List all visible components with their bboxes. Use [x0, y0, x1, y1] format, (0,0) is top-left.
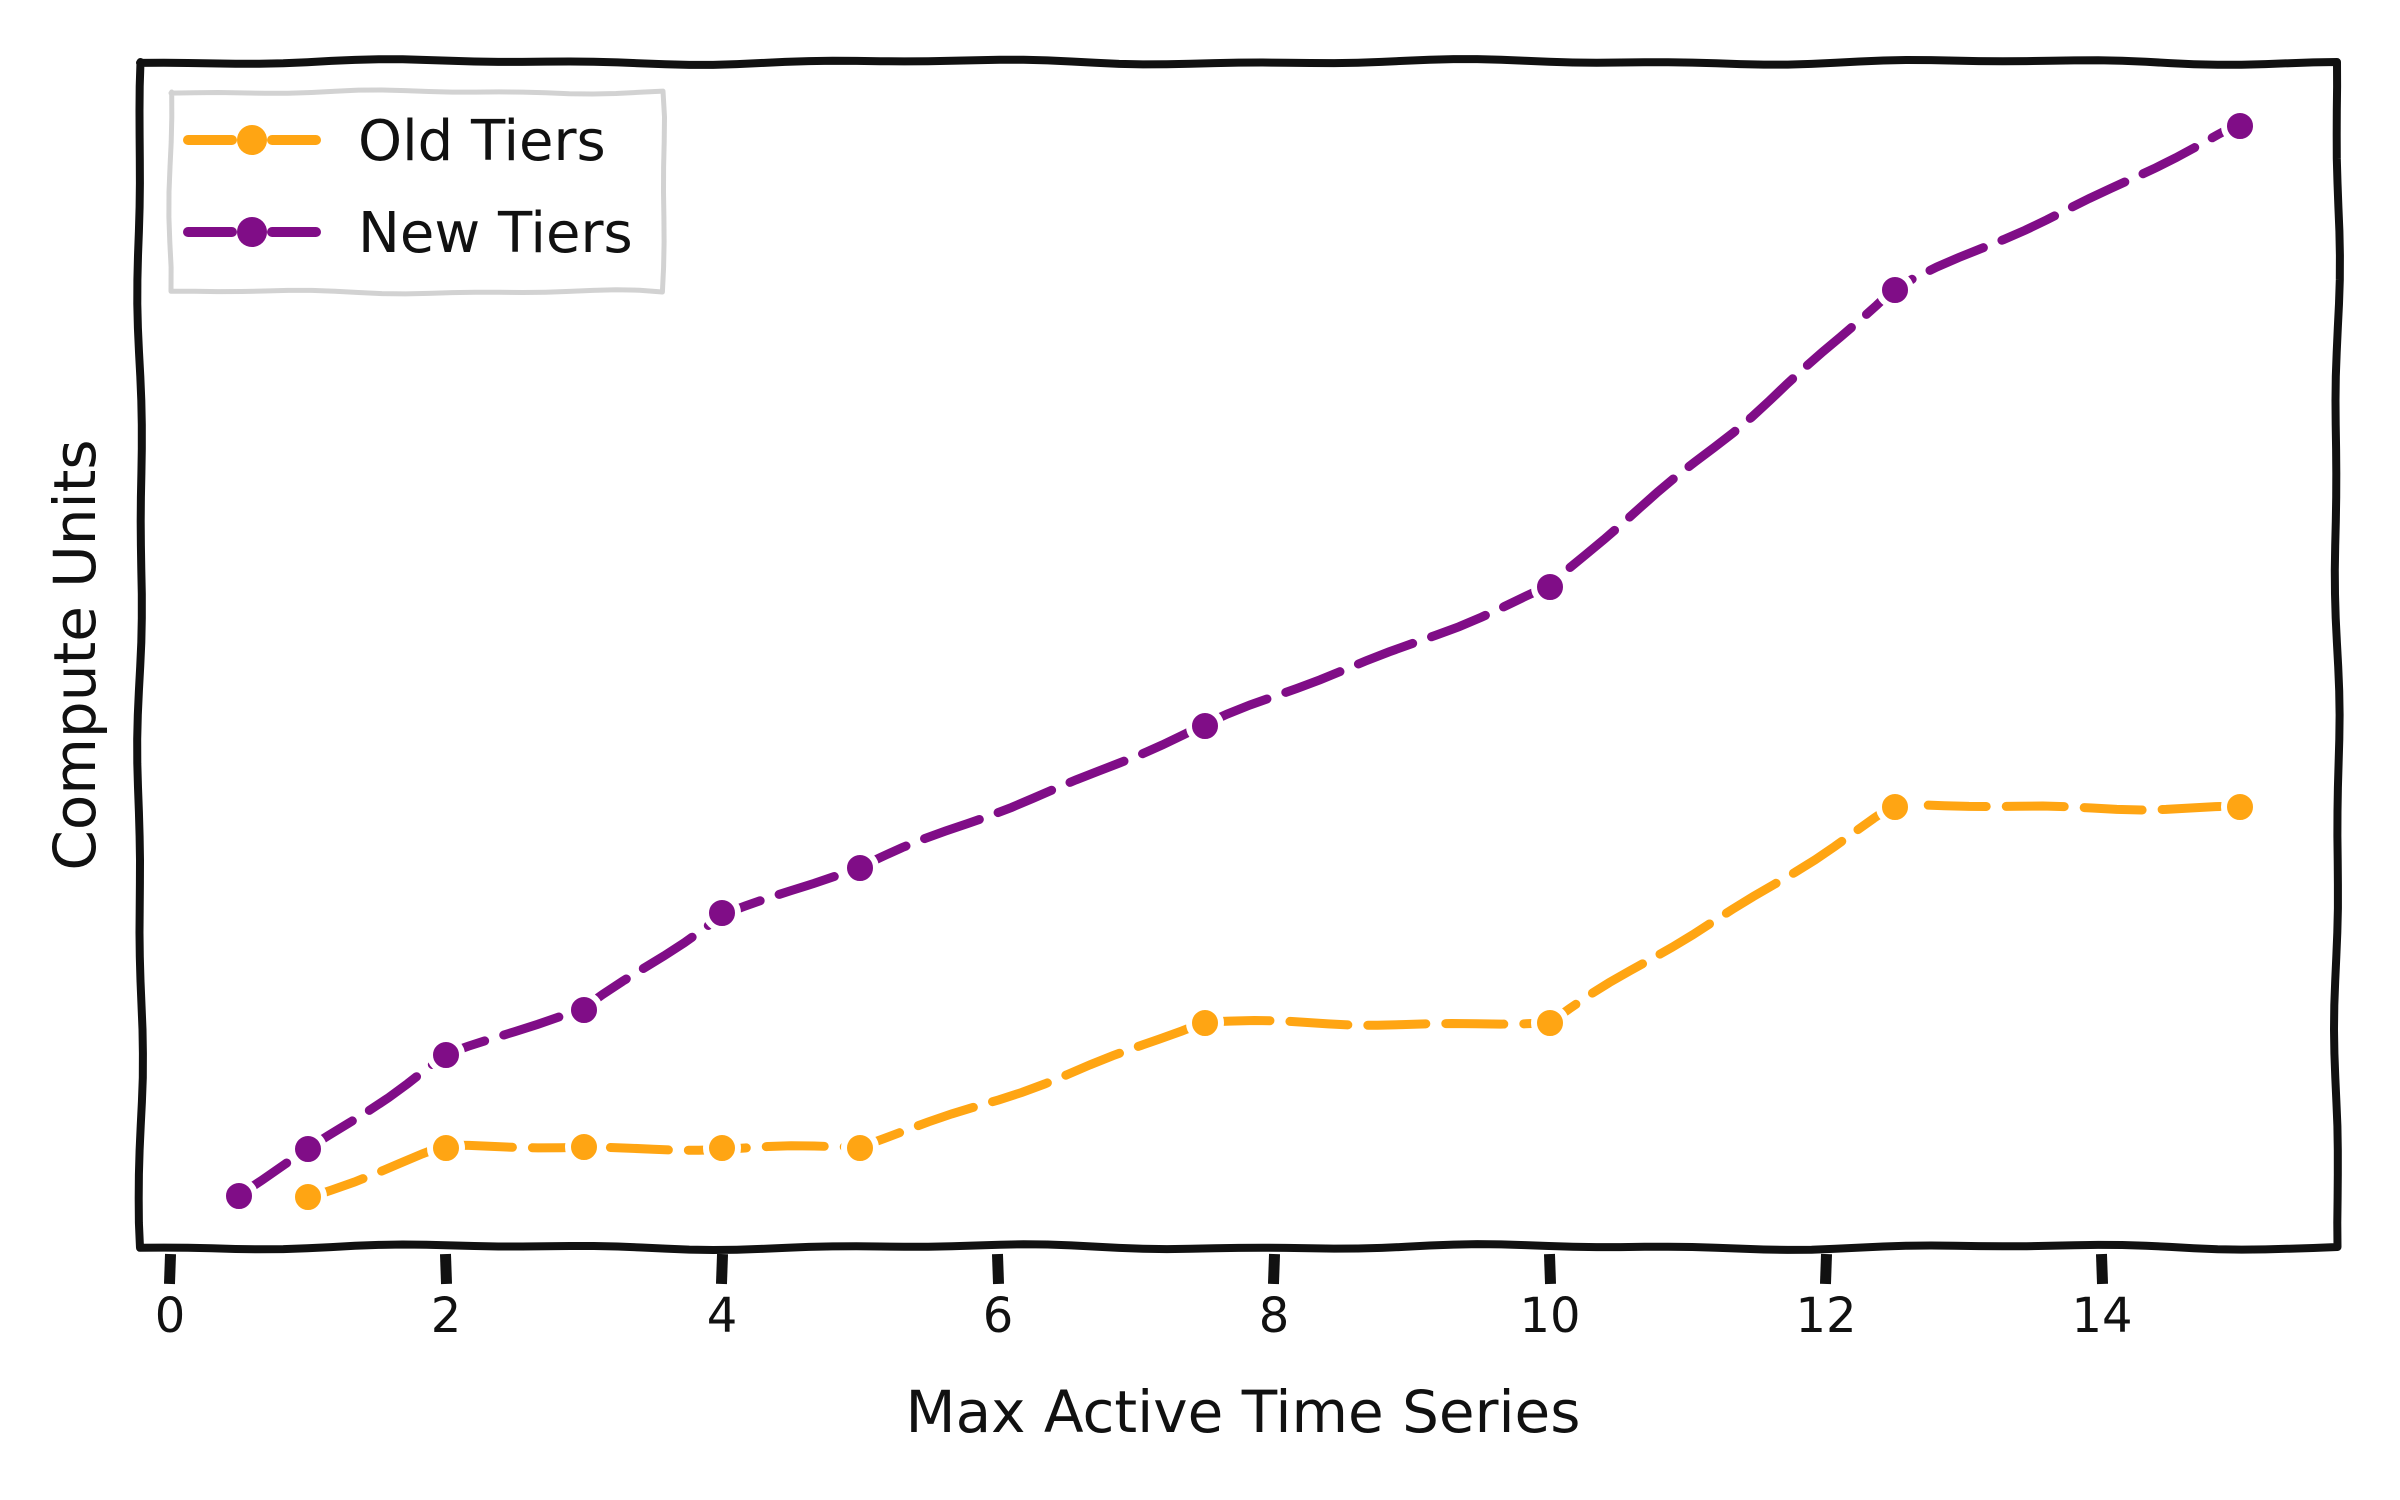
- x-tick: [1819, 1253, 1833, 1285]
- x-tick: [1267, 1253, 1281, 1285]
- x-tick: [2095, 1253, 2109, 1285]
- x-tick-label: 10: [1519, 1288, 1580, 1344]
- series-marker-old-tiers: [2221, 788, 2259, 826]
- series-marker-old-tiers: [565, 1128, 603, 1166]
- series-marker-old-tiers: [1876, 788, 1914, 826]
- series-marker-new-tiers: [1531, 568, 1569, 606]
- series-marker-new-tiers: [703, 894, 741, 932]
- y-axis-label: Compute Units: [41, 439, 109, 870]
- legend-box: [166, 87, 667, 297]
- series-marker-old-tiers: [841, 1129, 879, 1167]
- x-tick: [163, 1253, 177, 1285]
- series-marker-new-tiers: [427, 1036, 465, 1074]
- x-tick-label: 14: [2071, 1288, 2132, 1344]
- x-axis-label: Max Active Time Series: [906, 1378, 1581, 1446]
- x-tick-label: 0: [155, 1288, 186, 1344]
- series-marker-old-tiers: [427, 1129, 465, 1167]
- legend-label-new-tiers: New Tiers: [358, 201, 633, 266]
- series-marker-new-tiers: [2221, 107, 2259, 145]
- series-marker-old-tiers: [1186, 1004, 1224, 1042]
- series-marker-old-tiers: [703, 1129, 741, 1167]
- x-tick: [991, 1253, 1005, 1285]
- series-marker-new-tiers: [1186, 707, 1224, 745]
- x-tick-label: 2: [431, 1288, 462, 1344]
- x-tick-label: 12: [1795, 1288, 1856, 1344]
- plot-frame: [133, 55, 2344, 1254]
- x-tick: [439, 1253, 453, 1285]
- series-marker-new-tiers: [1876, 271, 1914, 309]
- legend-label-old-tiers: Old Tiers: [358, 109, 606, 174]
- series-marker-new-tiers: [289, 1130, 327, 1168]
- series-marker-new-tiers: [220, 1177, 258, 1215]
- x-tick-label: 6: [983, 1288, 1014, 1344]
- legend-marker-new-tiers-icon: [237, 217, 267, 247]
- series-marker-old-tiers: [289, 1178, 327, 1216]
- x-tick: [1543, 1253, 1557, 1285]
- x-tick-label: 8: [1259, 1288, 1290, 1344]
- legend-marker-old-tiers-icon: [237, 125, 267, 155]
- series-marker-new-tiers: [565, 991, 603, 1029]
- series-marker-old-tiers: [1531, 1004, 1569, 1042]
- series-marker-new-tiers: [841, 849, 879, 887]
- x-tick-label: 4: [707, 1288, 738, 1344]
- x-tick: [715, 1253, 729, 1285]
